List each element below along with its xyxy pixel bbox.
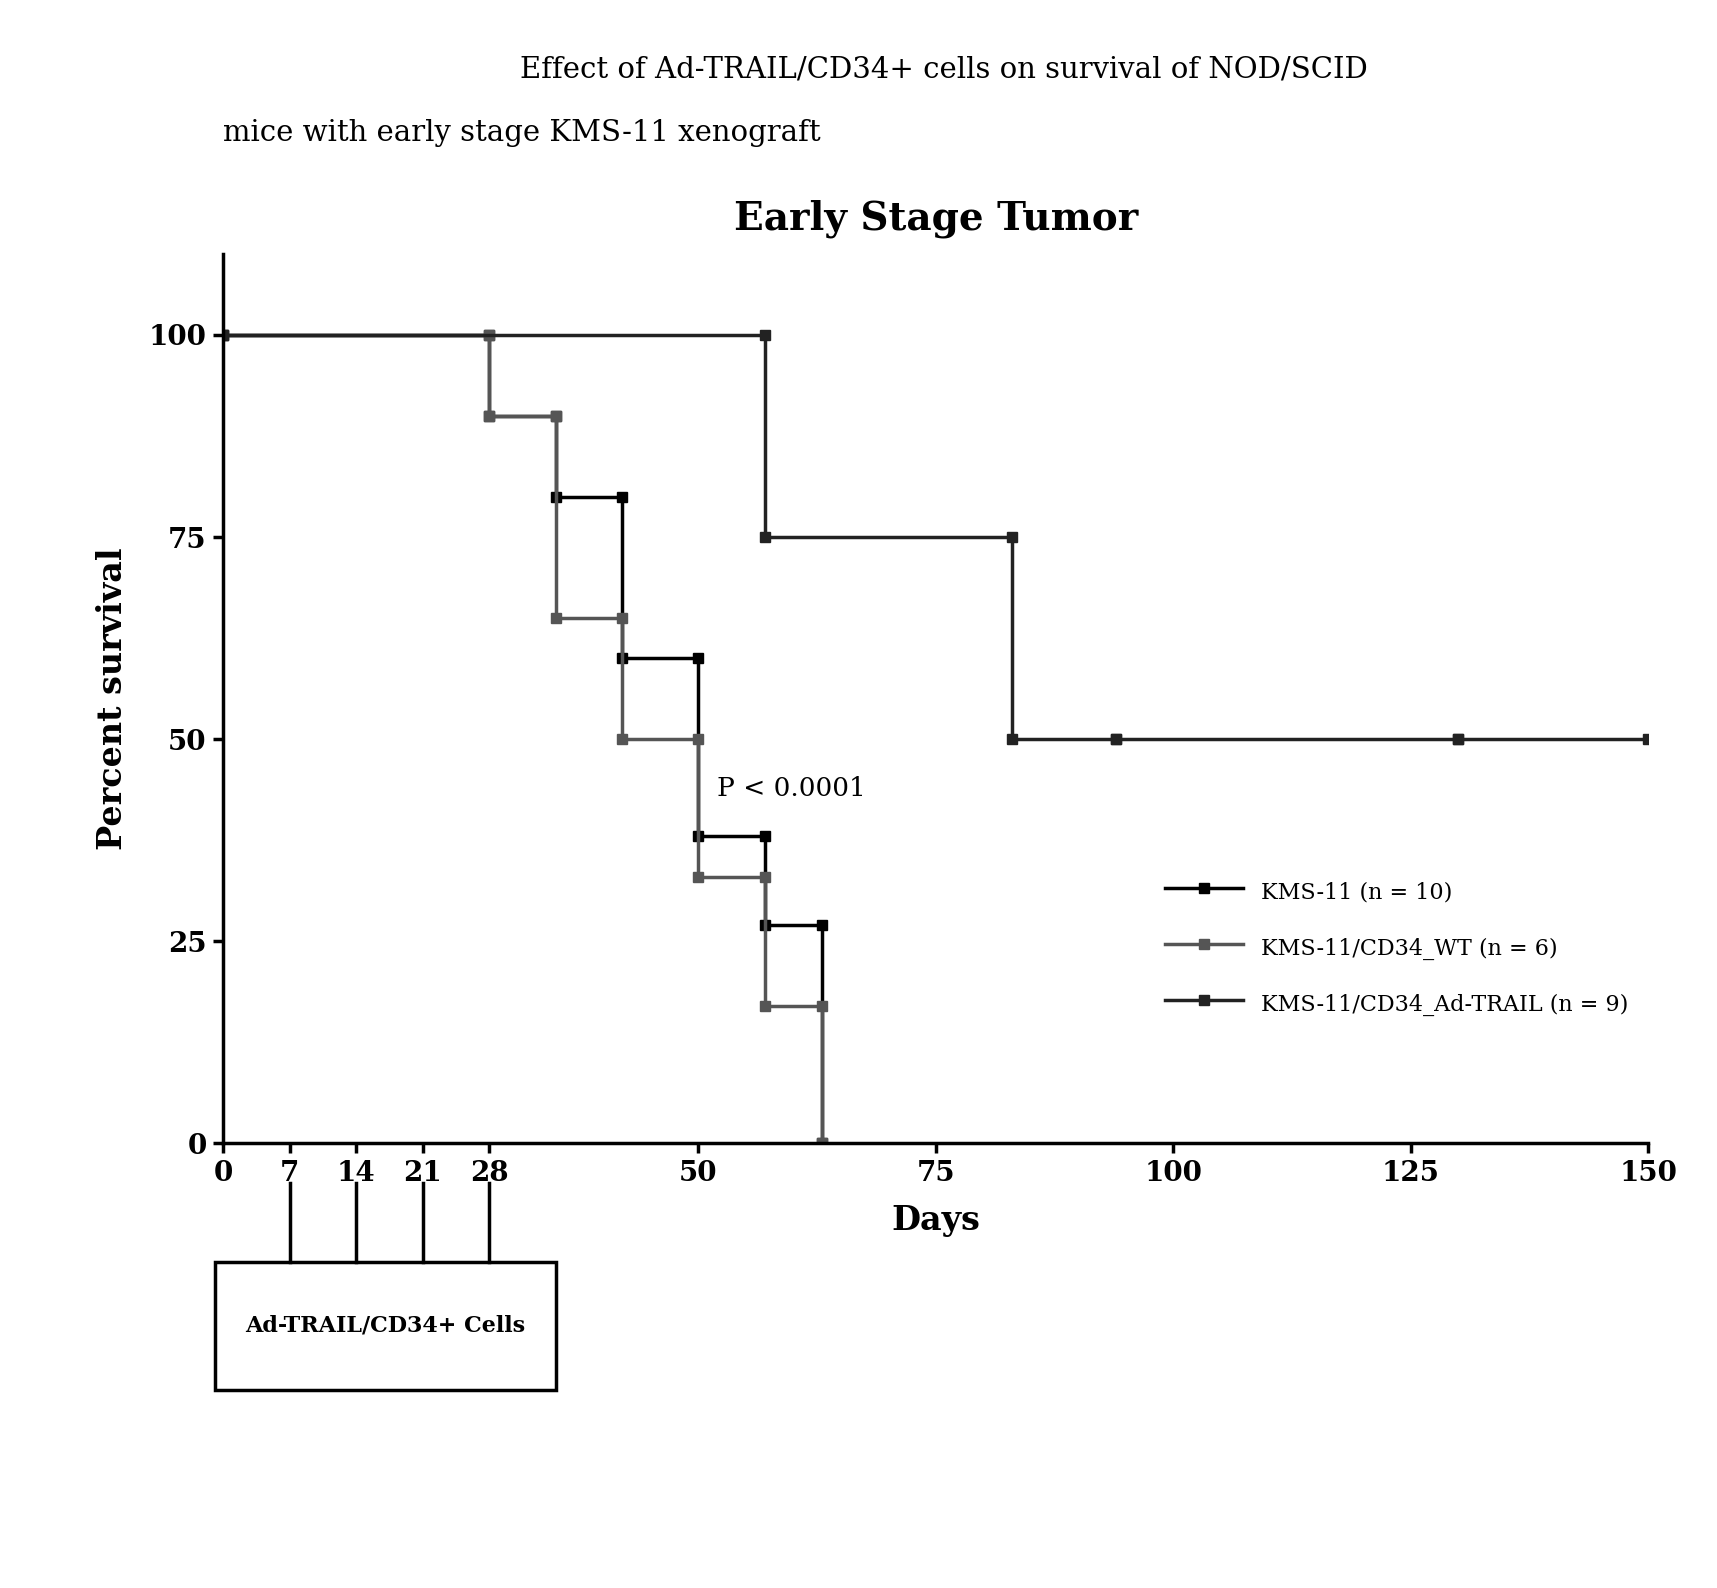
Line: KMS-11 (n = 10): KMS-11 (n = 10) [218, 330, 826, 1148]
KMS-11 (n = 10) [754, 827, 774, 846]
KMS-11/CD34_WT (n = 6) [546, 407, 567, 426]
KMS-11/CD34_WT (n = 6) [812, 996, 833, 1015]
KMS-11/CD34_WT (n = 6) [689, 729, 709, 748]
X-axis label: Days: Days [891, 1204, 980, 1237]
Line: KMS-11/CD34_WT (n = 6): KMS-11/CD34_WT (n = 6) [218, 330, 826, 1148]
Text: Ad-TRAIL/CD34+ Cells: Ad-TRAIL/CD34+ Cells [246, 1315, 525, 1337]
Text: P < 0.0001: P < 0.0001 [718, 775, 865, 800]
KMS-11 (n = 10) [611, 649, 632, 669]
KMS-11 (n = 10) [213, 326, 234, 345]
KMS-11/CD34_WT (n = 6) [754, 867, 774, 886]
KMS-11/CD34_Ad-TRAIL (n = 9) [754, 527, 774, 546]
KMS-11/CD34_WT (n = 6) [213, 326, 234, 345]
KMS-11/CD34_Ad-TRAIL (n = 9) [1638, 729, 1659, 748]
KMS-11 (n = 10) [546, 407, 567, 426]
KMS-11/CD34_WT (n = 6) [479, 407, 500, 426]
KMS-11 (n = 10) [611, 488, 632, 507]
KMS-11/CD34_Ad-TRAIL (n = 9) [1106, 729, 1126, 748]
Text: Effect of Ad-TRAIL/CD34+ cells on survival of NOD/SCID: Effect of Ad-TRAIL/CD34+ cells on surviv… [520, 56, 1368, 84]
KMS-11/CD34_Ad-TRAIL (n = 9) [1447, 729, 1468, 748]
Line: KMS-11/CD34_Ad-TRAIL (n = 9): KMS-11/CD34_Ad-TRAIL (n = 9) [218, 330, 1653, 745]
KMS-11/CD34_WT (n = 6) [611, 729, 632, 748]
KMS-11/CD34_WT (n = 6) [689, 867, 709, 886]
Title: Early Stage Tumor: Early Stage Tumor [733, 198, 1138, 238]
KMS-11/CD34_Ad-TRAIL (n = 9) [754, 326, 774, 345]
KMS-11/CD34_Ad-TRAIL (n = 9) [1001, 527, 1022, 546]
KMS-11/CD34_Ad-TRAIL (n = 9) [1106, 729, 1126, 748]
KMS-11/CD34_WT (n = 6) [546, 608, 567, 627]
KMS-11/CD34_WT (n = 6) [812, 1134, 833, 1153]
KMS-11/CD34_Ad-TRAIL (n = 9) [1447, 729, 1468, 748]
KMS-11 (n = 10) [546, 488, 567, 507]
KMS-11/CD34_Ad-TRAIL (n = 9) [1001, 729, 1022, 748]
KMS-11/CD34_WT (n = 6) [611, 608, 632, 627]
Y-axis label: Percent survival: Percent survival [96, 548, 129, 850]
KMS-11 (n = 10) [479, 326, 500, 345]
KMS-11 (n = 10) [689, 649, 709, 669]
KMS-11 (n = 10) [479, 407, 500, 426]
KMS-11 (n = 10) [812, 1134, 833, 1153]
KMS-11 (n = 10) [689, 827, 709, 846]
KMS-11/CD34_Ad-TRAIL (n = 9) [213, 326, 234, 345]
Text: mice with early stage KMS-11 xenograft: mice with early stage KMS-11 xenograft [223, 119, 821, 148]
KMS-11/CD34_WT (n = 6) [479, 326, 500, 345]
KMS-11 (n = 10) [812, 916, 833, 935]
Legend: KMS-11 (n = 10), KMS-11/CD34_WT (n = 6), KMS-11/CD34_Ad-TRAIL (n = 9): KMS-11 (n = 10), KMS-11/CD34_WT (n = 6),… [1157, 869, 1638, 1026]
KMS-11/CD34_WT (n = 6) [754, 996, 774, 1015]
KMS-11 (n = 10) [754, 916, 774, 935]
